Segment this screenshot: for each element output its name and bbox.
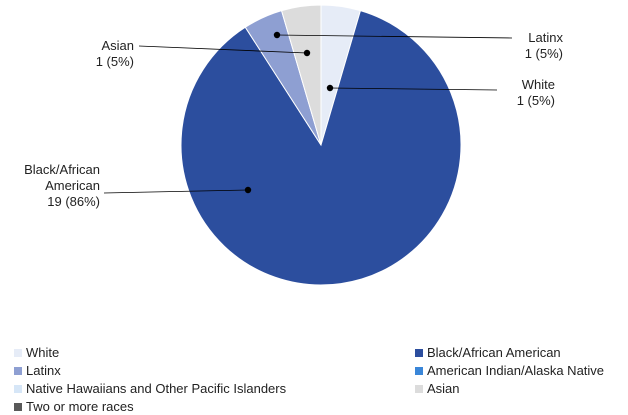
legend-label: White xyxy=(26,345,60,360)
leader-dot-asian xyxy=(303,49,311,57)
leader-dot-latinx xyxy=(273,31,281,39)
label-black-value: 19 (86%) xyxy=(47,194,100,209)
leader-dot-white xyxy=(326,84,334,92)
pie-slice-black-african-american xyxy=(180,10,462,286)
label-asian-value: 1 (5%) xyxy=(96,54,134,69)
legend-swatch xyxy=(415,384,423,393)
label-latinx-value: 1 (5%) xyxy=(525,46,563,61)
legend-label: Black/African American xyxy=(427,345,561,360)
legend-swatch xyxy=(415,348,423,357)
legend-swatch xyxy=(415,366,423,375)
legend-item-asian: Asian xyxy=(415,381,460,396)
legend-swatch xyxy=(14,348,22,357)
leader-line-white xyxy=(329,87,498,91)
legend-label: Latinx xyxy=(26,363,61,378)
legend-item-white: White xyxy=(14,345,59,360)
label-white-name: White xyxy=(522,77,555,92)
legend-label: Asian xyxy=(427,381,460,396)
legend-swatch xyxy=(14,366,22,375)
label-black-name-1: Black/African xyxy=(24,162,100,177)
legend-swatch xyxy=(14,402,22,411)
leader-line-asian xyxy=(138,45,308,54)
legend-item-latinx: Latinx xyxy=(14,363,61,378)
legend-item-black: Black/African American xyxy=(415,345,561,360)
legend-label: Native Hawaiians and Other Pacific Islan… xyxy=(26,381,287,396)
legend-label: American Indian/Alaska Native xyxy=(427,363,605,378)
leader-line-black-african-american xyxy=(103,189,249,194)
legend-item-two-or-more: Two or more races xyxy=(14,399,134,414)
label-asian-name: Asian xyxy=(101,38,134,53)
pie-slice-asian xyxy=(280,4,322,146)
label-white-value: 1 (5%) xyxy=(517,93,555,108)
leader-dot-black-african-american xyxy=(244,186,252,194)
leader-line-latinx xyxy=(276,34,513,39)
legend-swatch xyxy=(14,384,22,393)
legend-item-american-indian: American Indian/Alaska Native xyxy=(415,363,604,378)
legend-label: Two or more races xyxy=(26,399,134,414)
label-latinx-name: Latinx xyxy=(528,30,563,45)
legend: White Black/African American Latinx Amer… xyxy=(14,345,624,415)
legend-item-pacific-islander: Native Hawaiians and Other Pacific Islan… xyxy=(14,381,286,396)
label-black-name-2: American xyxy=(45,178,100,193)
